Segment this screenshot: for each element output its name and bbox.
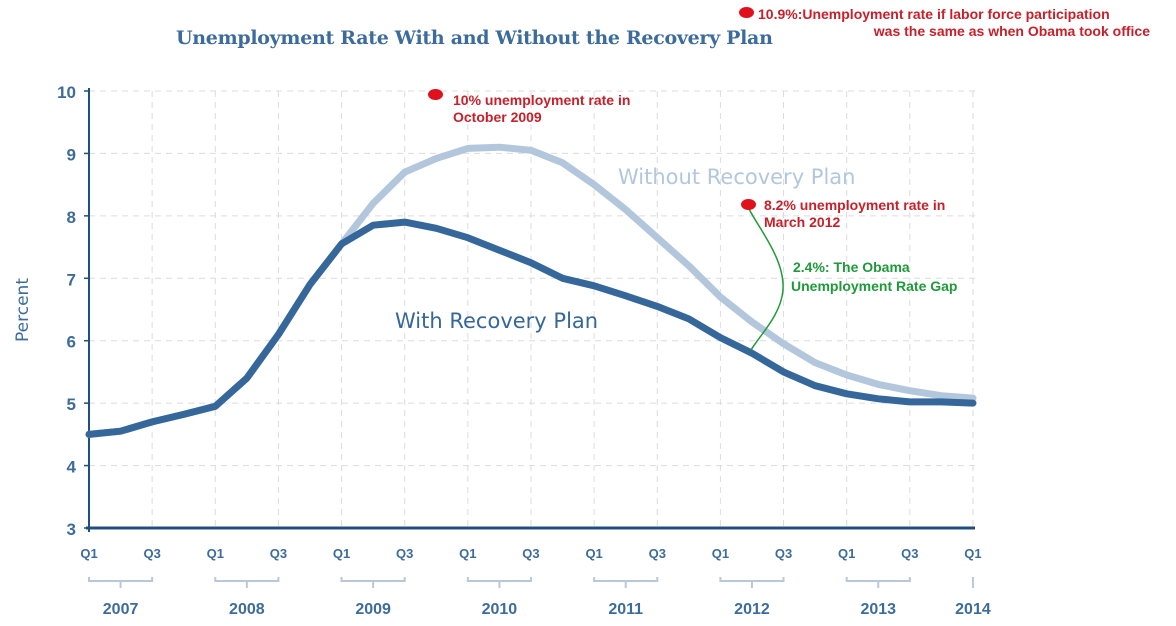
x-tick-label: Q1 xyxy=(585,546,602,561)
annotation-dot xyxy=(428,89,443,100)
year-label: 2013 xyxy=(860,601,896,618)
year-label: 2012 xyxy=(734,601,770,618)
series-label-without: Without Recovery Plan xyxy=(618,165,855,189)
y-tick-label: 10 xyxy=(57,83,76,102)
annotation-participation-line1: 10.9%:Unemployment rate if labor force p… xyxy=(758,6,1110,22)
y-tick-label: 7 xyxy=(67,270,76,289)
x-tick-label: Q1 xyxy=(333,546,350,561)
annotation-dot xyxy=(739,7,754,18)
year-label: 2008 xyxy=(229,601,265,618)
x-tick-label: Q1 xyxy=(80,546,97,561)
y-tick-label: 8 xyxy=(67,208,76,227)
year-label: 2009 xyxy=(355,601,391,618)
year-bracket xyxy=(88,577,154,588)
series-label-with: With Recovery Plan xyxy=(395,309,598,333)
chart-title: Unemployment Rate With and Without the R… xyxy=(176,27,773,49)
x-tick-label: Q1 xyxy=(207,546,224,561)
y-tick-label: 6 xyxy=(67,333,76,352)
year-label: 2007 xyxy=(103,601,139,618)
year-label: 2010 xyxy=(482,601,518,618)
year-bracket xyxy=(466,577,532,588)
x-tick-label: Q1 xyxy=(459,546,476,561)
year-bracket xyxy=(719,577,785,588)
y-tick-label: 5 xyxy=(67,395,76,414)
x-tick-label: Q3 xyxy=(901,546,918,561)
year-bracket xyxy=(845,577,911,588)
annotation-october-line1: 10% unemployment rate in xyxy=(453,92,631,108)
x-tick-label: Q1 xyxy=(838,546,855,561)
annotation-march-line2: March 2012 xyxy=(764,214,841,230)
y-tick-label: 3 xyxy=(67,520,76,539)
annotation-gap-line2: Unemployment Rate Gap xyxy=(791,278,958,294)
year-label: 2011 xyxy=(608,601,643,618)
x-tick-label: Q3 xyxy=(522,546,539,561)
annotation-march-line1: 8.2% unemployment rate in xyxy=(764,197,946,213)
x-tick-label: Q3 xyxy=(270,546,287,561)
x-tick-label: Q3 xyxy=(143,546,160,561)
x-tick-label: Q3 xyxy=(649,546,666,561)
y-tick-label: 9 xyxy=(67,145,76,164)
series-line-with-recovery-plan xyxy=(85,218,977,438)
year-bracket xyxy=(214,577,280,588)
annotation-gap-line1: 2.4%: The Obama xyxy=(793,259,910,275)
year-bracket xyxy=(340,577,406,588)
x-tick-label: Q1 xyxy=(964,546,981,561)
year-bracket xyxy=(593,577,659,588)
gap-bracket xyxy=(748,208,784,351)
y-tick-label: 4 xyxy=(67,458,77,477)
y-axis-label: Percent xyxy=(13,278,33,342)
x-tick-label: Q3 xyxy=(775,546,792,561)
annotation-dot xyxy=(741,199,756,210)
annotation-october-line2: October 2009 xyxy=(453,109,542,125)
x-tick-label: Q1 xyxy=(712,546,729,561)
year-label: 2014 xyxy=(955,601,991,618)
x-tick-label: Q3 xyxy=(396,546,413,561)
annotation-participation-line2: was the same as when Obama took office xyxy=(873,23,1150,39)
